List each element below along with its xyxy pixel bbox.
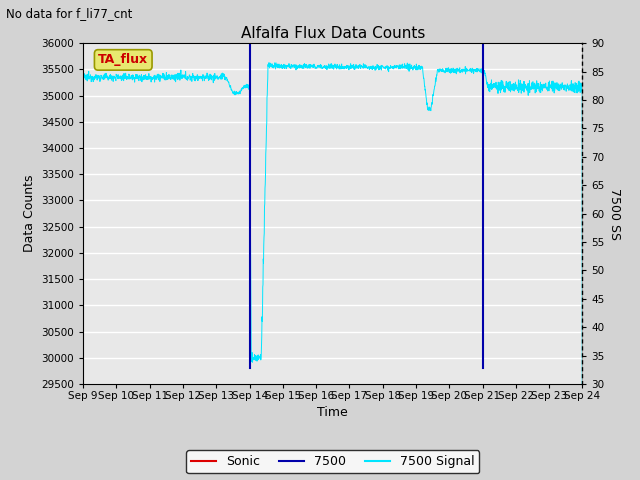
- Text: No data for f_li77_cnt: No data for f_li77_cnt: [6, 7, 132, 20]
- Text: TA_flux: TA_flux: [98, 53, 148, 66]
- Title: Alfalfa Flux Data Counts: Alfalfa Flux Data Counts: [241, 25, 425, 41]
- X-axis label: Time: Time: [317, 407, 348, 420]
- Y-axis label: Data Counts: Data Counts: [23, 175, 36, 252]
- Legend: Sonic, 7500, 7500 Signal: Sonic, 7500, 7500 Signal: [186, 450, 479, 473]
- Y-axis label: 7500 SS: 7500 SS: [609, 188, 621, 240]
